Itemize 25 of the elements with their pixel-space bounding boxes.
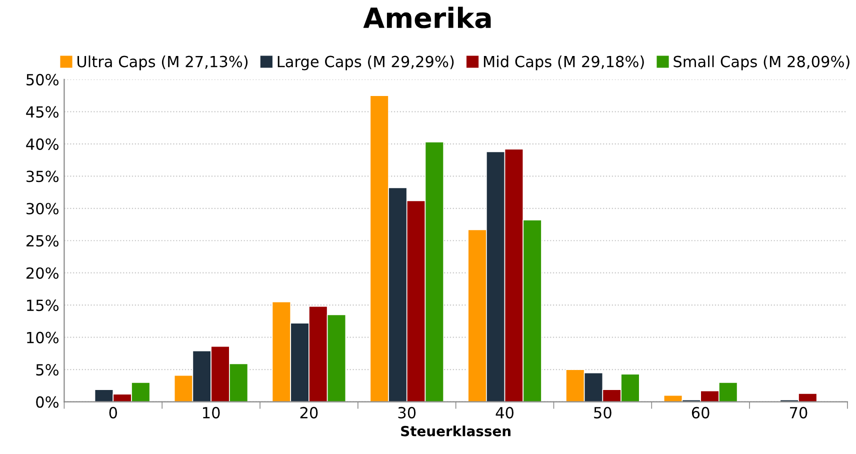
x-tick-label: 50 xyxy=(594,406,612,418)
x-tick-label: 30 xyxy=(398,406,416,418)
y-tick-label: 5% xyxy=(36,364,58,376)
y-tick-label: 25% xyxy=(26,235,58,247)
legend-label: Ultra Caps (M 27,13%) xyxy=(78,55,248,70)
y-tick-label: 10% xyxy=(27,332,58,344)
y-tick-label: 35% xyxy=(26,170,58,182)
x-tick-label: 40 xyxy=(496,406,514,418)
legend-label: Mid Caps (M 29,18%) xyxy=(484,55,644,70)
x-tick-label: 20 xyxy=(300,406,318,418)
legend-label: Small Caps (M 28,09%) xyxy=(674,55,850,70)
x-tick-label: 70 xyxy=(790,406,808,418)
x-tick-label: 0 xyxy=(109,406,117,418)
y-tick-label: 45% xyxy=(26,106,58,118)
x-axis-title: Steuerklassen xyxy=(401,426,510,436)
y-tick-label: 40% xyxy=(26,138,58,150)
y-tick-label: 20% xyxy=(26,267,58,279)
x-tick-label: 60 xyxy=(692,406,710,418)
chart-title: Amerika xyxy=(363,6,491,28)
y-tick-label: 50% xyxy=(26,74,58,86)
legend-label: Large Caps (M 29,29%) xyxy=(278,56,454,70)
y-tick-label: 15% xyxy=(27,300,58,312)
y-tick-label: 0% xyxy=(36,396,58,408)
x-tick-label: 10 xyxy=(203,406,220,418)
y-tick-label: 30% xyxy=(26,202,58,214)
